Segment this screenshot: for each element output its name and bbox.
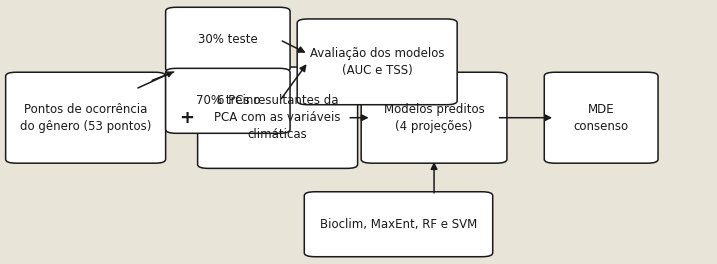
Text: Bioclim, MaxEnt, RF e SVM: Bioclim, MaxEnt, RF e SVM bbox=[320, 218, 477, 231]
FancyBboxPatch shape bbox=[166, 7, 290, 72]
FancyBboxPatch shape bbox=[304, 192, 493, 257]
Text: 6 PCs resultantes da
PCA com as variáveis
climáticas: 6 PCs resultantes da PCA com as variávei… bbox=[214, 94, 341, 141]
Text: Avaliação dos modelos
(AUC e TSS): Avaliação dos modelos (AUC e TSS) bbox=[310, 47, 445, 77]
Text: MDE
consenso: MDE consenso bbox=[574, 103, 629, 133]
Text: 30% teste: 30% teste bbox=[198, 33, 257, 46]
Text: 70% treino: 70% treino bbox=[196, 94, 260, 107]
Text: Pontos de ocorrência
do gênero (53 pontos): Pontos de ocorrência do gênero (53 ponto… bbox=[20, 103, 151, 133]
FancyBboxPatch shape bbox=[198, 67, 358, 168]
FancyBboxPatch shape bbox=[6, 72, 166, 163]
Text: +: + bbox=[179, 109, 194, 127]
FancyBboxPatch shape bbox=[361, 72, 507, 163]
FancyBboxPatch shape bbox=[297, 19, 457, 105]
FancyBboxPatch shape bbox=[544, 72, 658, 163]
FancyBboxPatch shape bbox=[166, 68, 290, 133]
Text: Modelos preditos
(4 projeções): Modelos preditos (4 projeções) bbox=[384, 103, 485, 133]
